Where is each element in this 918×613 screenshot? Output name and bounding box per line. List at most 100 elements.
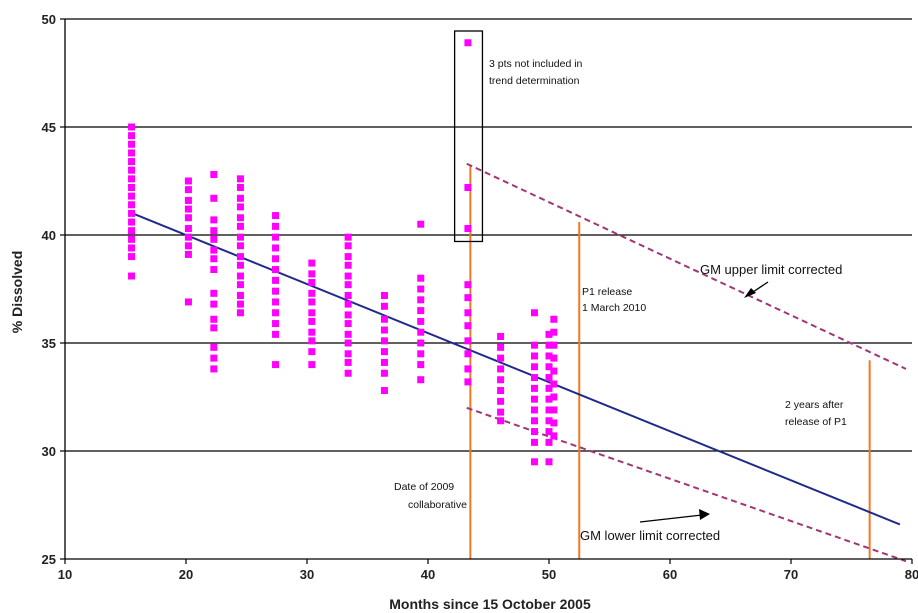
gm-upper-label: GM upper limit corrected xyxy=(700,262,842,277)
x-tick-label: 50 xyxy=(542,567,556,582)
data-point xyxy=(380,358,388,366)
data-point xyxy=(210,227,218,235)
data-point xyxy=(236,175,244,183)
data-point xyxy=(236,300,244,308)
data-point xyxy=(184,205,192,213)
data-point xyxy=(184,196,192,204)
data-point xyxy=(497,397,505,405)
data-point xyxy=(545,384,553,392)
data-point xyxy=(417,339,425,347)
data-point xyxy=(128,183,136,191)
data-point xyxy=(272,361,280,369)
data-point xyxy=(236,261,244,269)
data-point xyxy=(497,343,505,351)
data-point xyxy=(550,380,558,388)
data-point xyxy=(308,289,316,297)
data-point xyxy=(184,186,192,194)
data-point xyxy=(210,365,218,373)
data-point xyxy=(272,233,280,241)
y-axis-title: % Dissolved xyxy=(9,251,25,333)
data-point xyxy=(308,298,316,306)
collaborative-line1: Date of 2009 xyxy=(394,481,454,493)
y-tick-label: 35 xyxy=(42,336,56,351)
data-point xyxy=(464,281,472,289)
data-point xyxy=(550,432,558,440)
lower-line xyxy=(466,406,907,563)
data-point xyxy=(497,354,505,362)
y-tick-label: 40 xyxy=(42,228,56,243)
data-point xyxy=(464,309,472,317)
data-point xyxy=(236,281,244,289)
data-point xyxy=(530,384,538,392)
data-point xyxy=(308,270,316,278)
data-point xyxy=(210,194,218,202)
data-point xyxy=(184,242,192,250)
data-point xyxy=(380,348,388,356)
data-point xyxy=(128,140,136,148)
data-point xyxy=(530,352,538,360)
data-point xyxy=(464,294,472,302)
data-point xyxy=(464,322,472,330)
data-point xyxy=(464,350,472,358)
data-point xyxy=(550,406,558,414)
y-tick-label: 30 xyxy=(42,444,56,459)
data-point xyxy=(272,212,280,220)
data-point xyxy=(236,203,244,211)
data-point xyxy=(236,272,244,280)
data-point xyxy=(210,246,218,254)
data-point xyxy=(344,261,352,269)
lower-label-arrow xyxy=(639,509,710,523)
data-point xyxy=(128,175,136,183)
data-point xyxy=(380,326,388,334)
data-point xyxy=(272,276,280,284)
y-tick-label: 45 xyxy=(42,120,56,135)
two-years-line2: release of P1 xyxy=(785,416,847,428)
data-point xyxy=(128,244,136,252)
data-point xyxy=(550,328,558,336)
data-point xyxy=(530,417,538,425)
data-point xyxy=(550,419,558,427)
data-point xyxy=(417,376,425,384)
data-point xyxy=(128,132,136,140)
data-point xyxy=(497,365,505,373)
data-point xyxy=(272,222,280,230)
data-point xyxy=(464,365,472,373)
data-point xyxy=(128,209,136,217)
data-point xyxy=(464,225,472,233)
data-point xyxy=(380,302,388,310)
data-point xyxy=(497,417,505,425)
data-point xyxy=(344,253,352,261)
data-point xyxy=(344,350,352,358)
data-point xyxy=(344,272,352,280)
data-point xyxy=(210,354,218,362)
data-point xyxy=(210,289,218,297)
x-tick-label: 30 xyxy=(300,567,314,582)
data-point xyxy=(545,352,553,360)
data-point xyxy=(545,428,553,436)
data-point xyxy=(464,39,472,47)
data-point xyxy=(128,272,136,280)
data-point xyxy=(272,244,280,252)
data-point xyxy=(210,324,218,332)
data-point xyxy=(530,458,538,466)
data-point xyxy=(128,149,136,157)
data-point xyxy=(545,395,553,403)
data-point xyxy=(184,233,192,241)
data-point xyxy=(417,317,425,325)
data-point xyxy=(184,298,192,306)
data-point xyxy=(236,242,244,250)
trend-line xyxy=(132,212,901,526)
upper-line xyxy=(466,162,907,370)
data-point xyxy=(344,320,352,328)
data-point xyxy=(308,259,316,267)
data-point xyxy=(545,438,553,446)
data-point xyxy=(236,253,244,261)
tick-labels: 10 20 30 40 50 60 70 80 25 30 35 40 45 50 xyxy=(42,12,918,582)
data-point xyxy=(380,337,388,345)
data-point xyxy=(550,354,558,362)
data-point xyxy=(236,309,244,317)
data-point xyxy=(272,330,280,338)
data-point xyxy=(464,378,472,386)
data-point xyxy=(530,438,538,446)
data-point xyxy=(210,266,218,274)
